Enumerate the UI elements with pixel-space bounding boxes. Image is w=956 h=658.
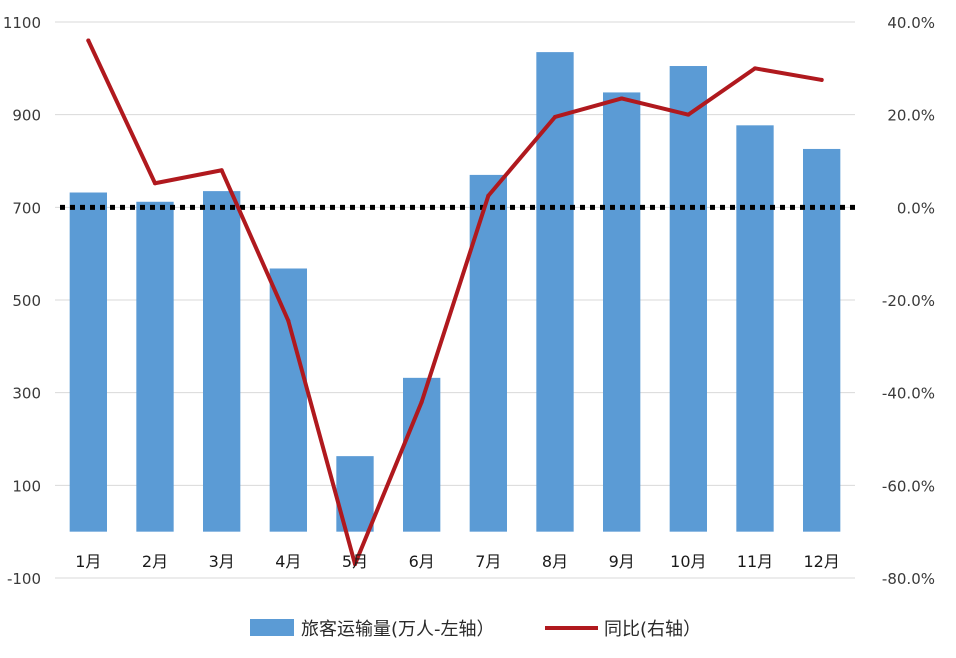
legend: 旅客运输量(万人-左轴） 同比(右轴） <box>250 619 701 640</box>
x-tick-5: 5月 <box>342 552 368 571</box>
right-axis-ticks: -80.0% -60.0% -40.0% -20.0% 0.0% 20.0% 40.0% <box>882 14 935 588</box>
x-tick-7: 7月 <box>475 552 501 571</box>
bar-3 <box>203 191 241 532</box>
x-tick-1: 1月 <box>75 552 101 571</box>
line-series <box>86 38 824 567</box>
line-point-4 <box>286 318 291 323</box>
line-point-3 <box>219 168 224 173</box>
bar-10 <box>669 66 707 532</box>
bar-8 <box>536 52 574 532</box>
left-tick-1: 100 <box>12 477 41 495</box>
right-tick-2: -40.0% <box>882 385 935 403</box>
x-tick-11: 11月 <box>737 552 773 571</box>
left-tick-2: 300 <box>12 385 41 403</box>
line-point-11 <box>753 66 757 71</box>
left-tick-5: 900 <box>12 107 41 125</box>
bar-2 <box>136 201 174 532</box>
bar-7 <box>469 174 507 532</box>
x-tick-10: 10月 <box>670 552 706 571</box>
line-point-12 <box>819 77 824 82</box>
x-tick-12: 12月 <box>803 552 839 571</box>
line-path <box>86 38 824 567</box>
right-tick-3: -20.0% <box>882 292 935 310</box>
left-tick-6: 1100 <box>3 14 41 32</box>
left-tick-3: 500 <box>12 292 41 310</box>
x-tick-3: 3月 <box>209 552 235 571</box>
line-point-6 <box>419 399 424 404</box>
right-tick-1: -60.0% <box>882 477 935 495</box>
legend-line-label: 同比(右轴） <box>604 619 701 640</box>
bar-1 <box>69 192 107 532</box>
bar-9 <box>603 92 641 532</box>
left-axis-ticks: -100 100 300 500 700 900 1100 <box>3 14 41 588</box>
bar-4 <box>269 268 307 532</box>
bar-12 <box>803 148 841 532</box>
right-tick-5: 20.0% <box>887 107 935 125</box>
left-tick-0: -100 <box>7 570 41 588</box>
x-tick-8: 8月 <box>542 552 568 571</box>
line-point-9 <box>619 96 624 101</box>
x-axis-ticks: 1月 2月 3月 4月 5月 6月 7月 8月 9月 10月 11月 12月 <box>75 552 840 571</box>
right-tick-6: 40.0% <box>887 14 935 32</box>
bar-series <box>69 52 841 532</box>
x-tick-2: 2月 <box>142 552 168 571</box>
x-tick-4: 4月 <box>275 552 301 571</box>
line-point-8 <box>553 114 557 119</box>
line-point-5 <box>353 562 357 567</box>
legend-bar-label: 旅客运输量(万人-左轴） <box>301 619 495 640</box>
line-point-7 <box>486 193 491 198</box>
line-point-1 <box>86 38 91 43</box>
right-tick-4: 0.0% <box>897 199 935 217</box>
legend-bar-swatch <box>250 619 294 636</box>
right-tick-0: -80.0% <box>882 570 935 588</box>
bar-11 <box>736 125 774 532</box>
x-tick-9: 9月 <box>609 552 635 571</box>
left-tick-4: 700 <box>12 199 41 217</box>
x-tick-6: 6月 <box>409 552 435 571</box>
line-point-10 <box>686 112 691 117</box>
line-point-2 <box>153 181 157 186</box>
